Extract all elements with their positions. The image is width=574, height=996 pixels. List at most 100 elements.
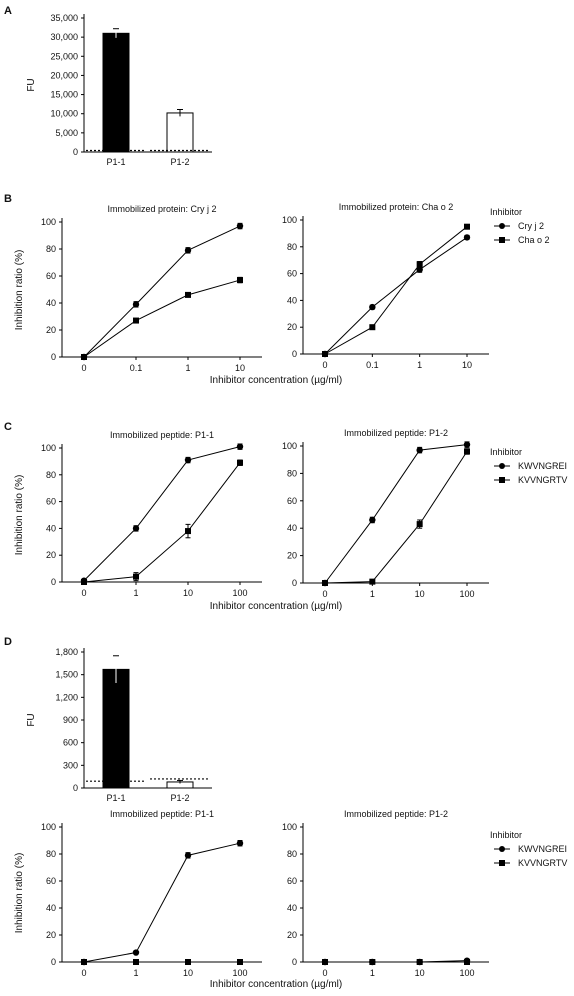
x-tick-label: 0 xyxy=(81,968,86,978)
data-point-circle xyxy=(416,266,423,273)
chart-d-bar: P1-1 P1-2 xyxy=(84,655,212,803)
y-tick-label: 40 xyxy=(287,523,297,533)
y-tick-label: 60 xyxy=(287,269,297,279)
y-tick-label: 80 xyxy=(287,849,297,859)
data-point-square xyxy=(237,459,243,466)
y-tick-label: 40 xyxy=(46,903,56,913)
legend-label: Cha o 2 xyxy=(518,235,550,245)
legend-marker-circle xyxy=(499,846,505,852)
data-point-circle xyxy=(184,852,192,859)
legend-title: Inhibitor xyxy=(490,447,522,457)
legend-marker-square xyxy=(499,860,505,866)
legend: Inhibitor KWVNGREI KVVNGRTV xyxy=(490,447,567,485)
y-axis: 0 20 40 60 80 100 Inhibition ratio (%) xyxy=(14,217,63,362)
data-point-square xyxy=(133,959,139,965)
y-tick-label: 60 xyxy=(287,876,297,886)
y-tick-label: 60 xyxy=(46,876,56,886)
data-point-square xyxy=(322,580,328,586)
y-tick-label: 40 xyxy=(287,295,297,305)
y-tick-label: 0 xyxy=(73,147,78,157)
y-axis-title: Inhibition ratio (%) xyxy=(14,475,25,556)
x-tick-label: 1 xyxy=(133,968,138,978)
y-tick-label: 100 xyxy=(282,215,297,225)
y-tick-label: 60 xyxy=(46,271,56,281)
y-tick-label: 1,800 xyxy=(55,647,78,657)
x-tick-label: 100 xyxy=(232,968,247,978)
data-point-circle xyxy=(132,525,140,532)
data-point-square xyxy=(464,448,470,455)
y-tick-label: 10,000 xyxy=(50,109,78,119)
data-point-square xyxy=(185,959,191,965)
x-tick-label: 0 xyxy=(322,360,327,370)
data-point-circle xyxy=(184,456,192,464)
x-tick-label: P1-2 xyxy=(170,157,189,167)
data-point-square xyxy=(416,521,423,528)
x-tick-label: 10 xyxy=(183,968,193,978)
series-line-square xyxy=(83,279,241,358)
data-point-circle xyxy=(184,247,192,254)
y-tick-label: 20 xyxy=(287,322,297,332)
y-axis: 0 20 40 60 80 100 xyxy=(282,822,304,967)
y-tick-label: 20 xyxy=(287,930,297,940)
legend-marker-square xyxy=(499,237,505,243)
y-tick-label: 900 xyxy=(63,715,78,725)
legend-label: KWVNGREI xyxy=(518,844,567,854)
x-tick-label: 10 xyxy=(183,588,193,598)
legend-title: Inhibitor xyxy=(490,207,522,217)
y-axis-title: Inhibition ratio (%) xyxy=(14,853,25,934)
legend-label: KVVNGRTV xyxy=(518,858,567,868)
panel-letter-a: A xyxy=(4,5,12,17)
y-tick-label: 80 xyxy=(46,470,56,480)
y-axis: 0 20 40 60 80 100 xyxy=(282,441,304,588)
plot-title: Immobilized peptide: P1-2 xyxy=(344,428,448,438)
x-tick-label: P1-2 xyxy=(170,793,189,803)
data-point-square xyxy=(237,959,243,965)
x-tick-label: 1 xyxy=(185,363,190,373)
data-point-square xyxy=(322,351,328,357)
y-tick-label: 0 xyxy=(292,578,297,588)
x-tick-label: 100 xyxy=(459,589,474,599)
data-point-square xyxy=(81,354,87,360)
y-tick-label: 40 xyxy=(46,298,56,308)
panel-letter-d: D xyxy=(4,636,12,648)
x-tick-label: 0 xyxy=(322,589,327,599)
x-tick-label: 1 xyxy=(370,968,375,978)
y-tick-label: 20 xyxy=(46,550,56,560)
chart-a-bar: P1-1 P1-2 xyxy=(84,28,212,167)
data-point-circle xyxy=(132,949,140,956)
legend: Inhibitor KWVNGREI KVVNGRTV xyxy=(490,830,567,868)
y-tick-label: 20 xyxy=(46,325,56,335)
y-tick-label: 15,000 xyxy=(50,90,78,100)
panel-letter-b: B xyxy=(4,193,12,205)
y-tick-label: 80 xyxy=(46,849,56,859)
data-point-square xyxy=(81,959,87,965)
y-tick-label: 100 xyxy=(41,217,56,227)
data-point-square xyxy=(81,579,87,585)
data-point-circle xyxy=(463,441,471,448)
y-tick-label: 5,000 xyxy=(55,128,78,138)
y-tick-label: 300 xyxy=(63,760,78,770)
y-tick-label: 30,000 xyxy=(50,32,78,42)
bar-P1-2 xyxy=(166,112,194,153)
data-point-square xyxy=(416,959,423,965)
series-line-square xyxy=(83,462,241,583)
plot-title: Immobilized peptide: P1-2 xyxy=(344,809,448,819)
plot-title: Immobilized protein: Cha o 2 xyxy=(339,202,454,212)
y-axis-title: FU xyxy=(26,713,37,726)
plot-title: Immobilized peptide: P1-1 xyxy=(110,430,214,440)
series-line-square xyxy=(324,451,468,584)
x-tick-label: 10 xyxy=(415,589,425,599)
y-tick-label: 1,500 xyxy=(55,670,78,680)
legend-marker-circle xyxy=(499,463,505,469)
y-tick-label: 0 xyxy=(292,349,297,359)
x-tick-label: 0 xyxy=(81,588,86,598)
x-tick-label: 100 xyxy=(232,588,247,598)
series-line-circle xyxy=(83,842,241,963)
legend-label: KVVNGRTV xyxy=(518,475,567,485)
series-line-circle xyxy=(324,444,468,584)
y-tick-label: 0 xyxy=(51,957,56,967)
y-axis: 0 5,000 10,000 15,000 20,000 25,000 30,000 35,0… xyxy=(26,13,85,157)
legend-marker-square xyxy=(499,477,505,483)
y-tick-label: 100 xyxy=(282,822,297,832)
